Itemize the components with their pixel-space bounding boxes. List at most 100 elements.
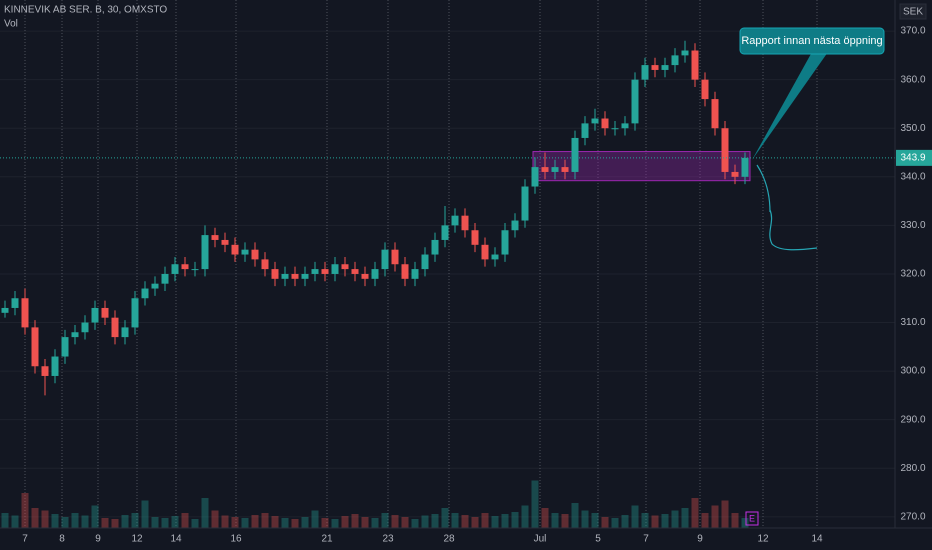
x-tick-label: 12	[131, 534, 143, 545]
candle-body	[331, 264, 339, 274]
volume-bar	[181, 513, 189, 528]
candle-body	[651, 65, 659, 70]
volume-bar	[641, 513, 649, 528]
y-tick-label: 350.0	[900, 123, 925, 134]
candle-body	[711, 99, 719, 129]
volume-bar	[71, 513, 79, 528]
candle-body	[491, 254, 499, 260]
candle-body	[581, 123, 589, 138]
callout-text: Rapport innan nästa öppning	[741, 35, 882, 47]
volume-bar	[231, 517, 239, 528]
volume-bar	[311, 510, 319, 528]
y-tick-label: 360.0	[900, 74, 925, 85]
candle-body	[131, 298, 139, 328]
candle-body	[561, 167, 569, 172]
candle-body	[701, 79, 709, 100]
currency: SEK	[903, 7, 923, 18]
candle-body	[411, 269, 419, 279]
x-tick-label: 8	[59, 534, 65, 545]
volume-bar	[171, 516, 179, 528]
candle-body	[511, 220, 519, 231]
volume-bar	[291, 519, 299, 528]
x-tick-label: 16	[230, 534, 242, 545]
x-tick-label: Jul	[534, 534, 547, 545]
callout-box	[739, 27, 885, 55]
candle-body	[261, 259, 269, 270]
volume-bar	[701, 513, 709, 528]
volume-bar	[281, 518, 289, 528]
candle-body	[451, 215, 459, 226]
candle-body	[571, 137, 579, 172]
candle-body	[251, 249, 259, 260]
volume-bar	[711, 505, 719, 528]
candle-body	[441, 225, 449, 240]
candle-body	[71, 332, 79, 338]
volume-bar	[731, 513, 739, 528]
candle-body	[691, 50, 699, 80]
x-tick-label: 9	[697, 534, 703, 545]
volume-bar	[511, 512, 519, 528]
volume-bar	[691, 498, 699, 528]
volume-bar	[381, 513, 389, 528]
candle-body	[661, 65, 669, 70]
volume-bar	[681, 508, 689, 528]
candle-body	[231, 244, 239, 255]
volume-bar	[91, 505, 99, 528]
candle-body	[611, 128, 619, 130]
candle-body	[61, 337, 69, 357]
y-tick-label: 270.0	[900, 511, 925, 522]
candle-body	[21, 298, 29, 328]
candle-body	[521, 186, 529, 221]
y-tick-label: 280.0	[900, 463, 925, 474]
chart-title: KINNEVIK AB SER. B, 30, OMXSTO	[4, 5, 167, 16]
volume-bar	[361, 517, 369, 528]
candle-body	[591, 118, 599, 124]
volume-bar	[541, 508, 549, 528]
candle-body	[101, 307, 109, 318]
y-tick-label: 300.0	[900, 366, 925, 377]
volume-bar	[621, 515, 629, 528]
volume-bar	[671, 510, 679, 528]
volume-bar	[101, 518, 109, 528]
volume-bar	[191, 519, 199, 528]
volume-bar	[591, 513, 599, 528]
x-tick-label: 7	[643, 534, 649, 545]
volume-bar	[391, 515, 399, 528]
candle-body	[91, 307, 99, 323]
volume-bar	[601, 517, 609, 528]
candle-body	[551, 167, 559, 172]
volume-bar	[41, 510, 49, 528]
y-tick-label: 340.0	[900, 171, 925, 182]
volume-bar	[61, 517, 69, 528]
volume-bar	[721, 500, 729, 528]
volume-bar	[451, 513, 459, 528]
candle-body	[541, 167, 549, 172]
volume-bar	[571, 503, 579, 528]
volume-bar	[1, 513, 9, 528]
y-tick-label: 320.0	[900, 269, 925, 280]
candle-body	[321, 269, 329, 274]
candle-body	[461, 215, 469, 231]
volume-bar	[651, 515, 659, 528]
candle-body	[741, 157, 749, 177]
volume-bar	[371, 518, 379, 528]
candle-body	[211, 235, 219, 240]
drawn-curve	[756, 164, 818, 251]
candle-body	[161, 273, 169, 284]
last-price-box	[896, 149, 932, 166]
candle-body	[301, 273, 309, 279]
candle-body	[621, 123, 629, 129]
candle-body	[431, 239, 439, 255]
candle-body	[11, 298, 19, 308]
candle-body	[601, 118, 609, 129]
volume-bar	[31, 508, 39, 528]
x-tick-label: 7	[22, 534, 28, 545]
candle-body	[181, 264, 189, 270]
candle-body	[41, 366, 49, 376]
candle-body	[381, 249, 389, 270]
volume-bar	[141, 500, 149, 528]
volume-bar	[471, 517, 479, 528]
candle-body	[281, 273, 289, 279]
candle-body	[361, 273, 369, 279]
